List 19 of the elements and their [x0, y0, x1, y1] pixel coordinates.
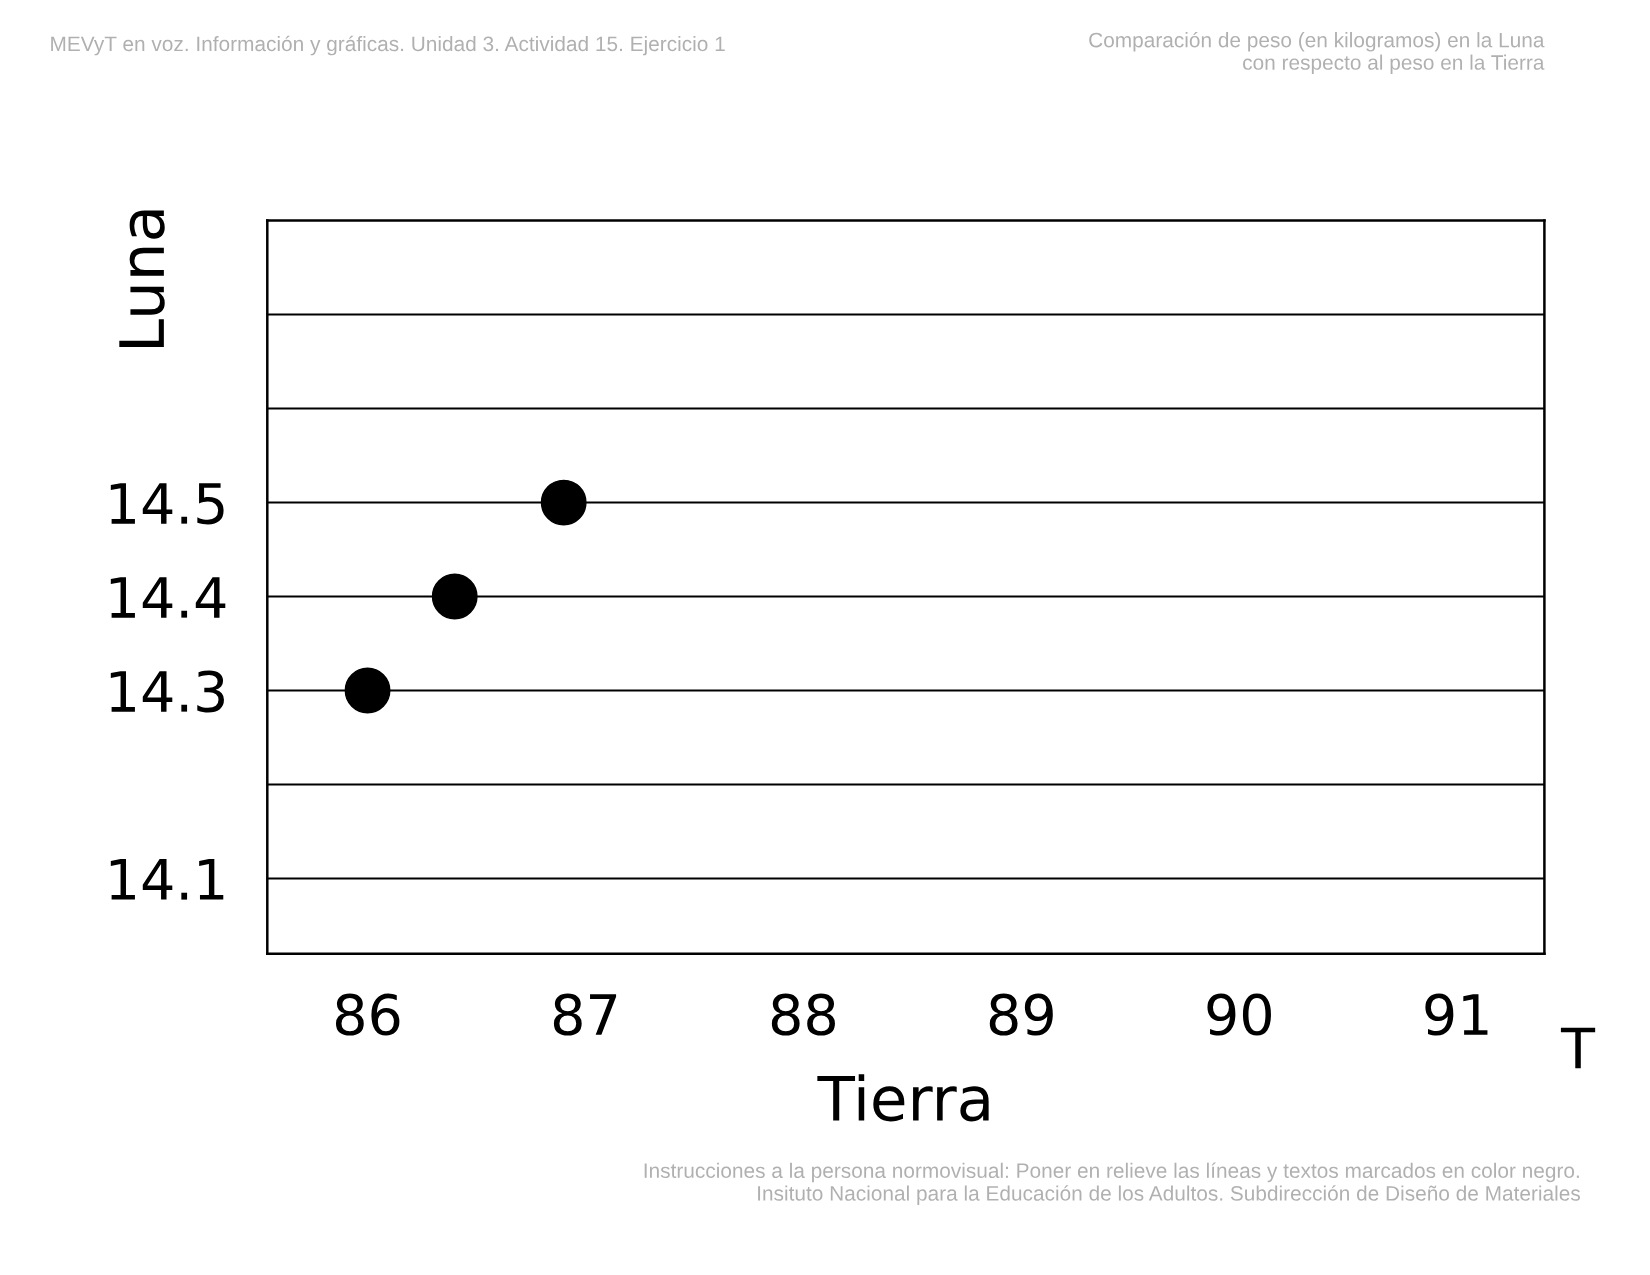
- y-tick-label: 14.1: [110, 859, 224, 900]
- x-tick-label: 88: [771, 993, 835, 1036]
- x-tick-label: 86: [335, 993, 400, 1036]
- y-axis-title: Luna: [119, 210, 165, 347]
- x-tick-label: 91: [1425, 993, 1488, 1036]
- point: [344, 667, 391, 714]
- text: Instrucciones a la persona normovisual: Poner en relieve las líneas y textos marcados en color negro. Insituto Nacional para la Educación de los Adultos. Subdirección de Diseño de Materiales: [644, 1162, 1580, 1205]
- text: T: [1560, 1027, 1596, 1069]
- x-tick-label: 90: [1207, 993, 1271, 1036]
- y-tick-label: 14.4: [110, 577, 226, 618]
- y-tick-label: 14.5: [110, 483, 224, 525]
- point: [540, 479, 587, 526]
- x-axis-title: Tierra: [817, 1074, 989, 1122]
- point: [431, 573, 478, 620]
- chart-title: Comparación de peso (en kilogramos) en la Luna con respecto al peso en la Tierra: [1089, 31, 1545, 74]
- chart-subtitle: MEVyT en voz. Información y gráficas. Unidad 3. Actividad 15. Ejercicio 1: [51, 35, 725, 56]
- x-tick-label: 89: [989, 993, 1053, 1036]
- y-tick-label: 14.3: [110, 670, 224, 713]
- x-tick-label: 87: [553, 993, 617, 1036]
